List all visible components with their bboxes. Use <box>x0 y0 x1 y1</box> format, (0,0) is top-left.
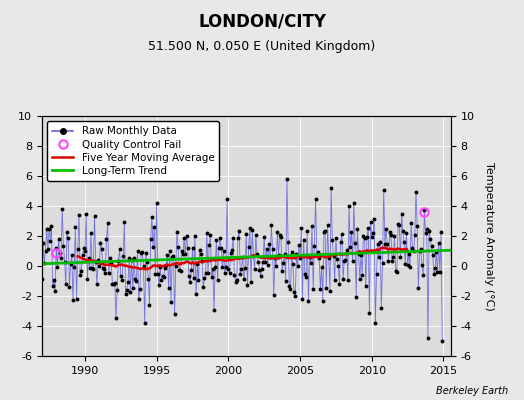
Y-axis label: Temperature Anomaly (°C): Temperature Anomaly (°C) <box>484 162 494 310</box>
Legend: Raw Monthly Data, Quality Control Fail, Five Year Moving Average, Long-Term Tren: Raw Monthly Data, Quality Control Fail, … <box>47 121 220 181</box>
Text: LONDON/CITY: LONDON/CITY <box>198 12 326 30</box>
Text: Berkeley Earth: Berkeley Earth <box>436 386 508 396</box>
Text: 51.500 N, 0.050 E (United Kingdom): 51.500 N, 0.050 E (United Kingdom) <box>148 40 376 53</box>
